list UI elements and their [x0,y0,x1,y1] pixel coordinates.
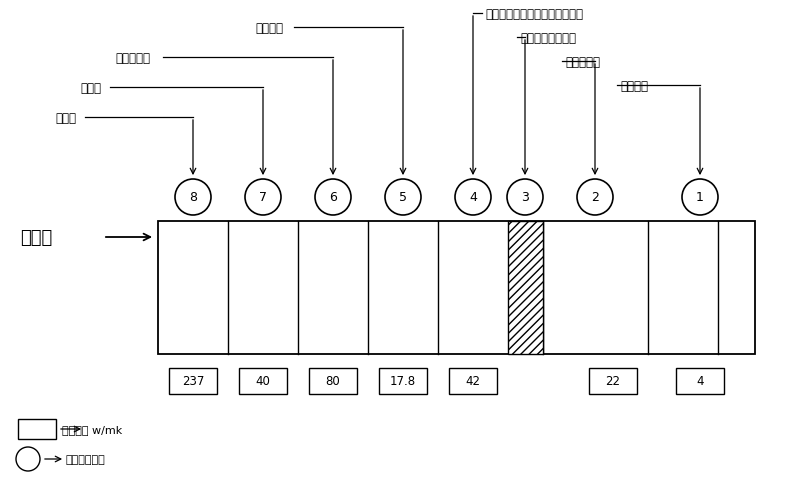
Text: 4: 4 [469,191,477,204]
Bar [589,368,637,394]
Text: 80: 80 [326,375,340,388]
Bar [379,368,427,394]
Text: 散热座: 散热座 [55,111,76,124]
Bar [508,222,543,354]
Ellipse shape [245,180,281,215]
Bar [309,368,357,394]
Text: 6: 6 [329,191,337,204]
Bar [676,368,724,394]
Text: 5: 5 [399,191,407,204]
Text: 17.8: 17.8 [390,375,416,388]
Text: 导热系数 w/mk: 导热系数 w/mk [62,424,122,434]
Text: 发光二极管发热源: 发光二极管发热源 [520,31,576,45]
Text: 散热浆: 散热浆 [80,81,101,94]
Ellipse shape [507,180,543,215]
Ellipse shape [577,180,613,215]
Ellipse shape [16,447,40,471]
Text: 固晶銀浆: 固晶銀浆 [255,21,283,34]
Ellipse shape [682,180,718,215]
Text: 4: 4 [696,375,704,388]
Ellipse shape [455,180,491,215]
Text: 热导向: 热导向 [20,228,52,246]
Text: 8: 8 [189,191,197,204]
Text: 40: 40 [255,375,270,388]
Bar [239,368,287,394]
Text: 图示参考数字: 图示参考数字 [66,454,106,464]
Text: 7: 7 [259,191,267,204]
Bar [449,368,497,394]
Ellipse shape [315,180,351,215]
Bar [18,419,56,439]
Text: 237: 237 [182,375,204,388]
Text: 42: 42 [466,375,481,388]
Text: 金属固晶座: 金属固晶座 [115,51,150,64]
Text: 发光二极管基座（例如蓝宝石）: 发光二极管基座（例如蓝宝石） [485,7,583,20]
Ellipse shape [385,180,421,215]
Text: 22: 22 [606,375,621,388]
Bar [158,222,755,354]
Bar [508,222,543,354]
Ellipse shape [175,180,211,215]
Text: 3: 3 [521,191,529,204]
Text: 1: 1 [696,191,704,204]
Text: 2: 2 [591,191,599,204]
Bar [169,368,217,394]
Text: 荧光粉硅胶: 荧光粉硅胶 [565,55,600,68]
Text: 透明硅胶: 透明硅胶 [620,79,648,92]
